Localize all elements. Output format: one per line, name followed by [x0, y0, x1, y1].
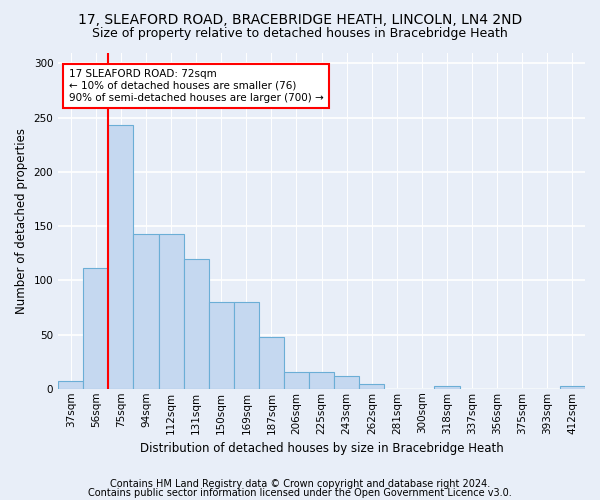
Bar	[284, 372, 309, 389]
Bar	[234, 302, 259, 389]
Bar	[259, 336, 284, 389]
Bar	[309, 372, 334, 389]
Bar	[209, 302, 234, 389]
Bar	[133, 234, 158, 389]
Bar	[158, 234, 184, 389]
Bar	[560, 386, 585, 389]
Text: Contains public sector information licensed under the Open Government Licence v3: Contains public sector information licen…	[88, 488, 512, 498]
Text: 17, SLEAFORD ROAD, BRACEBRIDGE HEATH, LINCOLN, LN4 2ND: 17, SLEAFORD ROAD, BRACEBRIDGE HEATH, LI…	[78, 12, 522, 26]
Bar	[58, 381, 83, 389]
Bar	[359, 384, 385, 389]
Bar	[83, 268, 109, 389]
Bar	[109, 125, 133, 389]
Y-axis label: Number of detached properties: Number of detached properties	[15, 128, 28, 314]
Bar	[334, 376, 359, 389]
Text: 17 SLEAFORD ROAD: 72sqm
← 10% of detached houses are smaller (76)
90% of semi-de: 17 SLEAFORD ROAD: 72sqm ← 10% of detache…	[69, 70, 323, 102]
Text: Contains HM Land Registry data © Crown copyright and database right 2024.: Contains HM Land Registry data © Crown c…	[110, 479, 490, 489]
Text: Size of property relative to detached houses in Bracebridge Heath: Size of property relative to detached ho…	[92, 26, 508, 40]
X-axis label: Distribution of detached houses by size in Bracebridge Heath: Distribution of detached houses by size …	[140, 442, 503, 455]
Bar	[184, 258, 209, 389]
Bar	[434, 386, 460, 389]
